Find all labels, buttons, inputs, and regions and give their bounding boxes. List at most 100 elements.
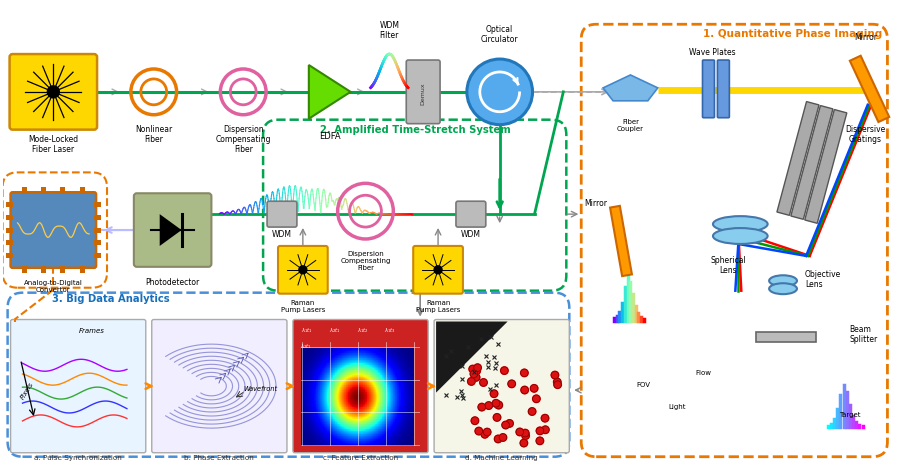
Polygon shape [850, 56, 889, 122]
Text: Raman
Pump Lasers: Raman Pump Lasers [416, 299, 460, 313]
Circle shape [472, 367, 481, 375]
Circle shape [494, 435, 502, 443]
Circle shape [468, 377, 475, 385]
FancyBboxPatch shape [413, 246, 463, 294]
Circle shape [492, 399, 500, 407]
FancyBboxPatch shape [456, 201, 486, 227]
Text: 3. Big Data Analytics: 3. Big Data Analytics [52, 294, 170, 304]
Circle shape [541, 415, 549, 422]
Text: $\lambda_2t_1$: $\lambda_2t_1$ [328, 327, 341, 336]
FancyBboxPatch shape [717, 60, 729, 118]
Text: Dispersion
Compensating
Fiber: Dispersion Compensating Fiber [215, 125, 271, 155]
Polygon shape [309, 65, 351, 119]
Text: Pixels: Pixels [20, 381, 35, 401]
Polygon shape [159, 214, 182, 246]
Circle shape [472, 374, 480, 381]
Circle shape [554, 378, 561, 386]
Ellipse shape [770, 275, 797, 286]
Circle shape [493, 414, 500, 421]
Circle shape [485, 402, 492, 409]
Text: a. Pulse Synchronization: a. Pulse Synchronization [34, 455, 122, 461]
Circle shape [542, 426, 549, 434]
Text: b. Phase Extraction: b. Phase Extraction [184, 455, 254, 461]
Circle shape [48, 86, 59, 98]
Ellipse shape [713, 216, 768, 232]
Bar [5, 240, 13, 246]
Circle shape [551, 371, 559, 379]
Text: Dispersion
Compensating
Fiber: Dispersion Compensating Fiber [340, 251, 391, 271]
Bar [94, 228, 101, 233]
Bar [60, 187, 66, 194]
Text: d. Machine Learning: d. Machine Learning [465, 455, 538, 461]
Text: $\lambda_1t_2$: $\lambda_1t_2$ [356, 327, 368, 336]
Circle shape [508, 380, 516, 387]
Bar [22, 266, 27, 273]
Text: $\lambda_1t_3$: $\lambda_1t_3$ [384, 327, 396, 336]
Bar [41, 266, 46, 273]
Circle shape [536, 427, 544, 435]
Circle shape [482, 430, 489, 438]
Text: FOV: FOV [637, 382, 651, 388]
Circle shape [491, 390, 498, 397]
FancyBboxPatch shape [406, 60, 440, 124]
Text: c. Feature Extraction: c. Feature Extraction [323, 455, 398, 461]
Text: Light: Light [668, 404, 686, 410]
Bar [94, 253, 101, 258]
Circle shape [554, 381, 562, 388]
Bar [5, 228, 13, 233]
Text: Mode-Locked
Fiber Laser: Mode-Locked Fiber Laser [28, 135, 78, 154]
Text: EDFA: EDFA [319, 132, 340, 140]
Text: Flow: Flow [696, 370, 712, 376]
Circle shape [500, 367, 508, 374]
Text: Beam
Splitter: Beam Splitter [850, 325, 877, 344]
Bar [80, 266, 85, 273]
Text: WDM
Filter: WDM Filter [380, 21, 400, 40]
Circle shape [516, 428, 524, 436]
Circle shape [521, 386, 528, 394]
Text: WDM: WDM [272, 230, 292, 239]
FancyBboxPatch shape [134, 193, 212, 267]
Bar [94, 215, 101, 219]
Ellipse shape [713, 228, 768, 244]
Circle shape [494, 401, 502, 408]
Text: Analog-to-Digital
Convertor: Analog-to-Digital Convertor [24, 280, 83, 293]
Circle shape [536, 437, 544, 445]
Text: Wavefront: Wavefront [243, 386, 277, 392]
Bar [41, 187, 46, 194]
Text: Objective
Lens: Objective Lens [805, 270, 842, 289]
Text: Target: Target [839, 412, 860, 418]
Text: WDM: WDM [461, 230, 481, 239]
FancyBboxPatch shape [11, 192, 96, 268]
FancyBboxPatch shape [11, 319, 146, 453]
Polygon shape [791, 106, 832, 219]
Text: Frames: Frames [79, 328, 105, 335]
Circle shape [473, 364, 482, 371]
Circle shape [299, 266, 307, 274]
Circle shape [495, 401, 502, 409]
Circle shape [520, 439, 527, 447]
FancyBboxPatch shape [292, 319, 428, 453]
Bar [22, 187, 27, 194]
Circle shape [471, 417, 479, 425]
Text: 1. Quantitative Phase Imaging: 1. Quantitative Phase Imaging [703, 29, 883, 39]
Circle shape [530, 385, 538, 392]
Bar [5, 253, 13, 258]
Text: Raman
Pump Lasers: Raman Pump Lasers [281, 299, 325, 313]
Circle shape [475, 427, 482, 435]
Circle shape [500, 434, 507, 441]
Circle shape [528, 408, 536, 415]
Polygon shape [777, 101, 819, 215]
Circle shape [480, 379, 487, 386]
Circle shape [467, 59, 533, 125]
Bar [5, 215, 13, 219]
Polygon shape [756, 332, 816, 342]
Text: Photodetector: Photodetector [146, 278, 200, 287]
Circle shape [522, 432, 529, 439]
Text: 2. Amplified Time-Stretch System: 2. Amplified Time-Stretch System [320, 125, 510, 135]
Bar [94, 202, 101, 207]
Text: $\lambda_4t_1$: $\lambda_4t_1$ [300, 402, 311, 410]
Polygon shape [603, 75, 658, 101]
Circle shape [533, 395, 540, 403]
Text: Mirror: Mirror [584, 198, 608, 208]
Text: Dispersive
Gratings: Dispersive Gratings [845, 125, 886, 144]
